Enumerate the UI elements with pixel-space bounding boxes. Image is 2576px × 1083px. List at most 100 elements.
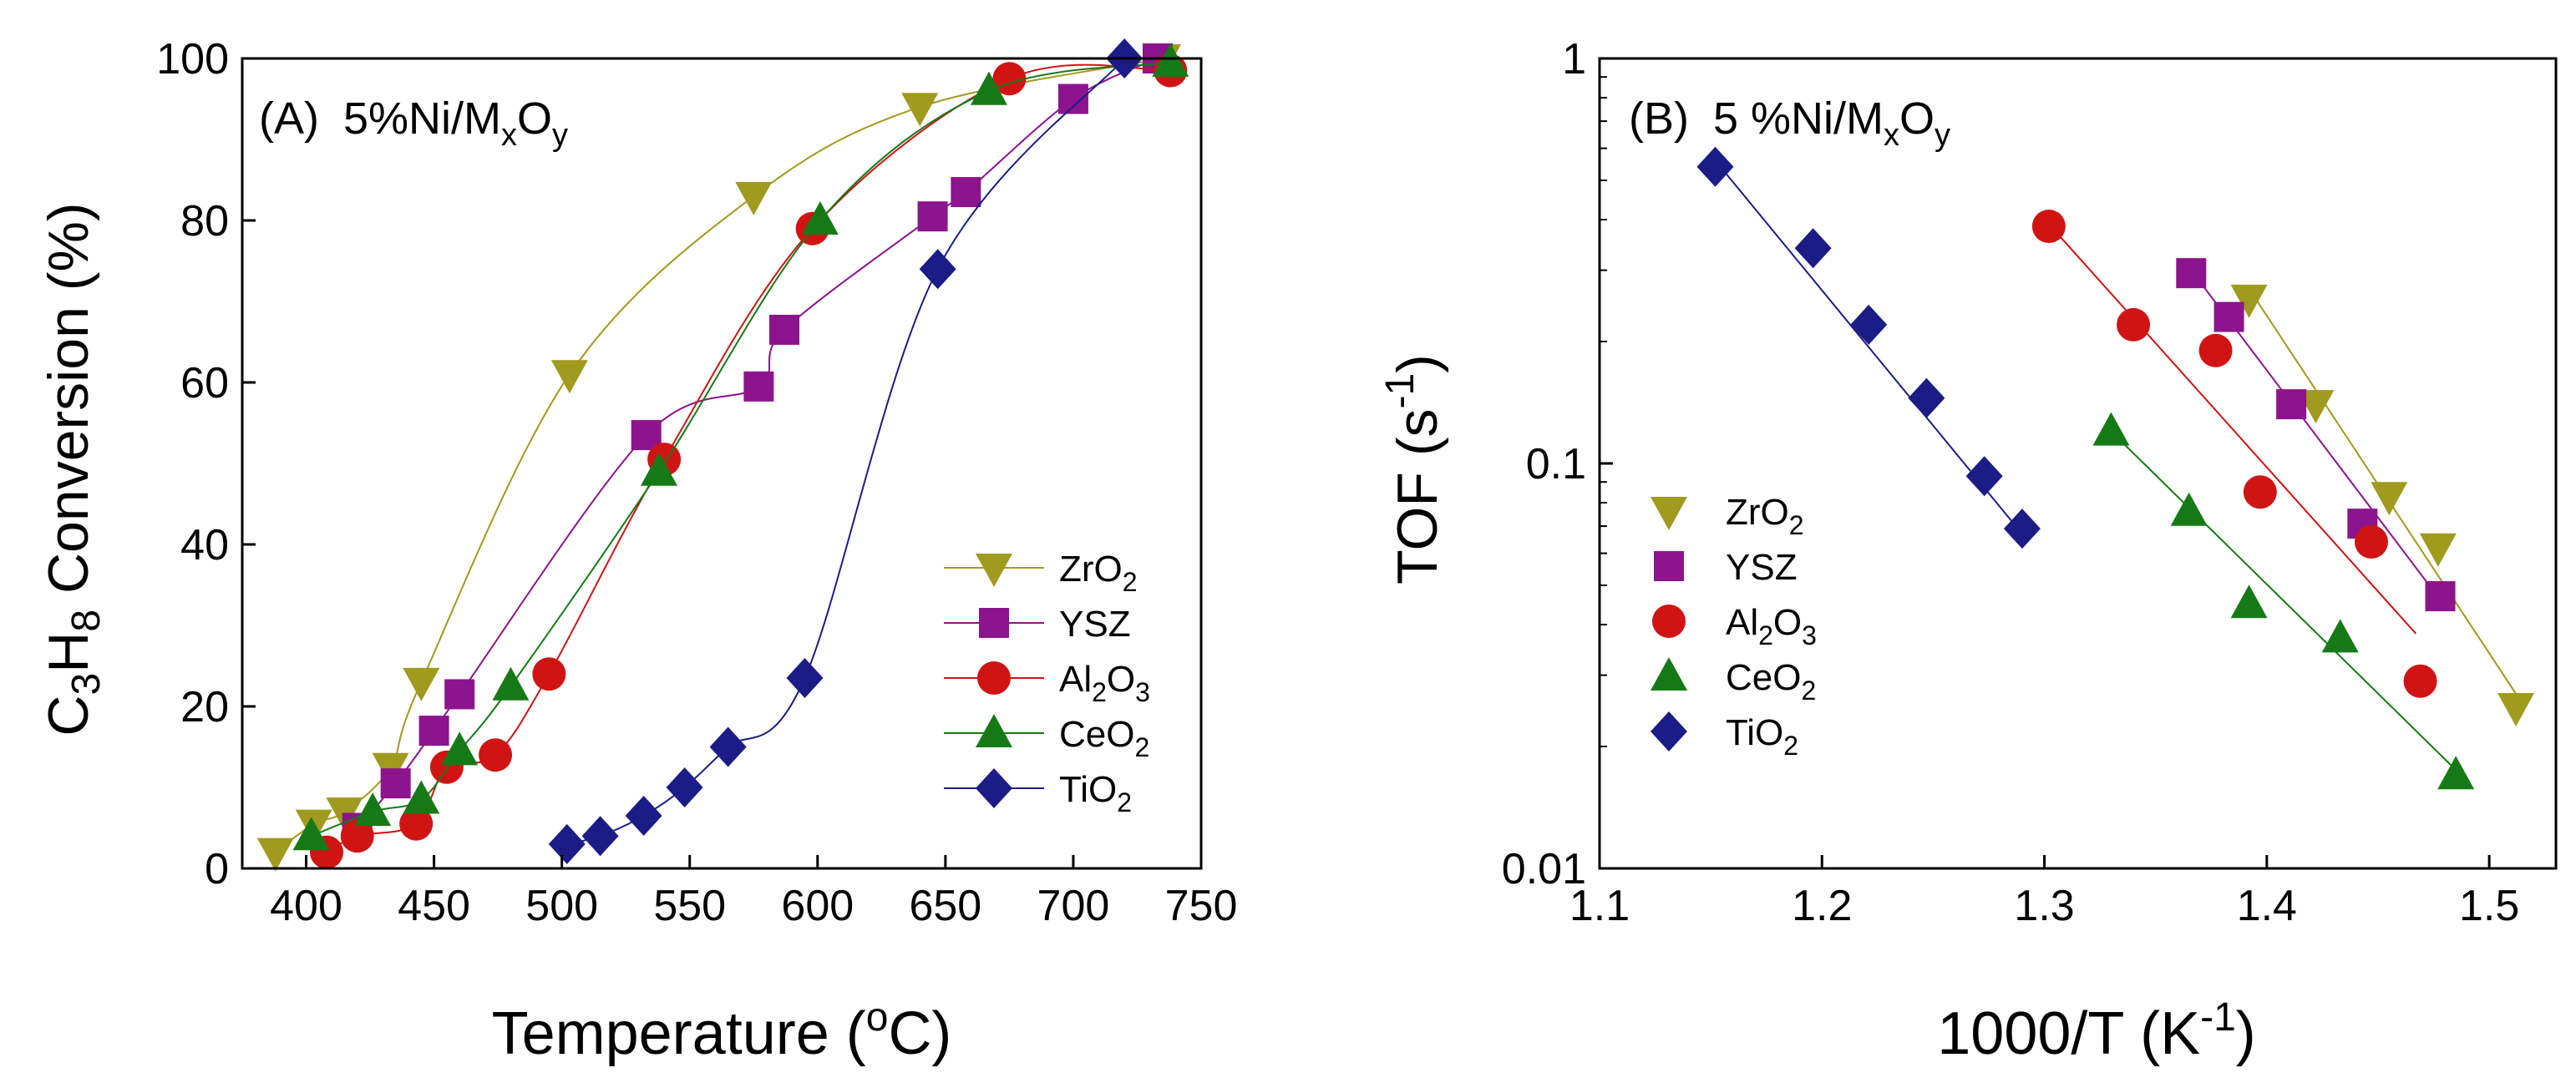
panel-a-data-point xyxy=(479,738,513,772)
panel-a-data-point xyxy=(769,314,800,345)
panel-a-legend-label-0: ZrO2 xyxy=(1059,549,1138,597)
panel-b-legend-label-2: Al2O3 xyxy=(1726,602,1817,650)
panel-b-data-point xyxy=(2092,412,2130,446)
panel-b-x-tick-label: 1.5 xyxy=(2459,882,2519,930)
panel-a-legend: ZrO2 YSZ Al2O3 CeO2 TiO2 xyxy=(944,549,1150,817)
panel-b-legend: ZrO2 YSZ Al2O3 CeO2 TiO2 xyxy=(1651,492,1817,761)
panel-a-y-tick-label: 80 xyxy=(180,197,229,245)
panel-b-series xyxy=(1696,146,2535,790)
panel-a-data-point xyxy=(1152,43,1189,77)
panel-a-data-point xyxy=(492,666,530,701)
panel-a-legend-marker-3 xyxy=(976,714,1012,747)
panel-b-fit-line-2 xyxy=(2048,223,2416,635)
panel-a-data-point xyxy=(380,768,411,799)
panel-a-data-point xyxy=(992,62,1027,96)
panel-a-x-tick-label: 700 xyxy=(1037,882,1110,930)
panel-b-data-point xyxy=(2230,585,2268,619)
panel-b-label: (B) 5 %Ni/MxOy xyxy=(1629,94,1950,153)
panel-b-data-point xyxy=(2276,389,2307,420)
panel-b-legend-marker-0 xyxy=(1651,497,1687,530)
panel-a-data-point xyxy=(917,201,948,232)
panel-a-x-tick-label: 400 xyxy=(270,882,342,930)
panel-b-y-tick-label: 1 xyxy=(1562,35,1586,84)
panel-a-data-point xyxy=(444,679,475,710)
panel-b-data-point xyxy=(2297,390,2335,424)
panel-b-fit-line-3 xyxy=(2110,430,2457,771)
panel-b-data-point xyxy=(1908,377,1945,418)
panel-b-data-point xyxy=(2230,284,2268,318)
panel-a-chart: 400 450 500 550 600 650 700 750 0 20 40 60 80 100 (A)… xyxy=(37,35,1237,1067)
panel-b-data-point xyxy=(2213,301,2244,332)
panel-b-data-point xyxy=(2403,664,2437,698)
panel-a-data-point xyxy=(970,71,1007,105)
panel-a-data-point xyxy=(403,667,440,701)
panel-a-data-point xyxy=(532,657,566,691)
panel-a-legend-label-1: YSZ xyxy=(1059,604,1131,645)
panel-b-data-point xyxy=(2354,525,2388,559)
panel-a-y-tick-label: 0 xyxy=(205,845,229,893)
panel-b-data-point xyxy=(2371,482,2408,516)
panel-a-data-point xyxy=(640,452,677,486)
panel-a-x-tick-label: 650 xyxy=(909,882,981,930)
panel-b-data-point xyxy=(2419,533,2457,567)
panel-b-legend-marker-1 xyxy=(1654,551,1684,581)
panel-b-data-point xyxy=(2170,492,2208,526)
panel-a-plot-frame xyxy=(241,57,1203,870)
panel-b-legend-marker-4 xyxy=(1651,711,1687,752)
panel-a-data-point xyxy=(550,360,588,394)
panel-a-y-tick-label: 20 xyxy=(180,683,229,731)
panel-a-y-axis-label: C3H8 Conversion (%) xyxy=(37,202,109,736)
panel-a-data-point xyxy=(581,816,619,857)
panel-a-data-point xyxy=(666,767,703,807)
panel-b-legend-marker-2 xyxy=(1652,605,1686,638)
panel-b-x-tick-label: 1.2 xyxy=(1792,882,1852,930)
panel-a-y-tick-label: 100 xyxy=(156,35,229,84)
panel-a-y-tick-label: 60 xyxy=(180,359,229,407)
panel-a-legend-marker-2 xyxy=(977,661,1011,695)
panel-b-legend-label-0: ZrO2 xyxy=(1726,492,1804,540)
panel-b-legend-label-1: YSZ xyxy=(1726,547,1798,588)
panel-a-data-point xyxy=(901,93,939,127)
panel-b-x-tick-label: 1.3 xyxy=(2014,882,2074,930)
panel-b-chart: 1.1 1.2 1.3 1.4 1.5 0.01 0.1 1 (B) 5 %Ni/MxOy Z… xyxy=(1378,35,2558,1067)
panel-b-y-tick-label: 0.1 xyxy=(1526,440,1586,488)
panel-a-data-point xyxy=(548,823,586,864)
panel-b-legend-marker-3 xyxy=(1651,657,1687,691)
panel-b-data-point xyxy=(2437,756,2475,790)
panel-a-legend-marker-4 xyxy=(976,768,1012,808)
panel-a-legend-marker-1 xyxy=(979,608,1009,638)
panel-a-axes: 400 450 500 550 600 650 700 750 0 20 40 60 80 100 xyxy=(156,35,1237,930)
panel-a-data-point xyxy=(735,181,773,215)
panel-b-data-point xyxy=(1696,146,1734,187)
panel-a-data-point xyxy=(743,371,774,402)
panel-b-data-point xyxy=(2198,333,2233,367)
panel-a-data-point xyxy=(399,807,434,841)
panel-b-data-point xyxy=(2176,258,2207,289)
panel-a-data-point xyxy=(403,780,440,814)
panel-b-legend-label-4: TiO2 xyxy=(1726,712,1798,761)
panel-a-x-axis-label: Temperature (oC) xyxy=(492,995,952,1067)
panel-a-x-tick-label: 500 xyxy=(525,882,598,930)
panel-a-series-line-1 xyxy=(357,58,1159,829)
panel-b-data-point xyxy=(1850,304,1888,345)
panel-b-axes: 1.1 1.2 1.3 1.4 1.5 0.01 0.1 1 xyxy=(1502,35,2558,930)
panel-b-data-point xyxy=(2243,475,2277,509)
panel-b-y-tick-label: 0.01 xyxy=(1502,845,1586,893)
panel-b-data-point xyxy=(1965,456,2003,497)
panel-a-y-tick-label: 40 xyxy=(180,521,229,569)
panel-a-data-point xyxy=(340,819,374,853)
panel-b-data-point xyxy=(1794,228,1832,269)
panel-b-data-point xyxy=(2003,509,2041,549)
panel-a-label: (A) 5%Ni/MxOy xyxy=(259,94,568,153)
panel-b-x-axis-label: 1000/T (K-1) xyxy=(1937,995,2256,1067)
panel-b-x-tick-label: 1.4 xyxy=(2237,882,2297,930)
panel-b-data-point xyxy=(2321,619,2359,653)
panel-a-series xyxy=(256,38,1189,872)
panel-a-data-point xyxy=(625,795,662,836)
panel-b-legend-label-3: CeO2 xyxy=(1726,657,1816,706)
panel-a-data-point xyxy=(709,726,747,767)
panel-a-data-point xyxy=(292,817,330,851)
panel-a-data-point xyxy=(354,792,392,827)
panel-a-legend-label-4: TiO2 xyxy=(1059,769,1132,817)
